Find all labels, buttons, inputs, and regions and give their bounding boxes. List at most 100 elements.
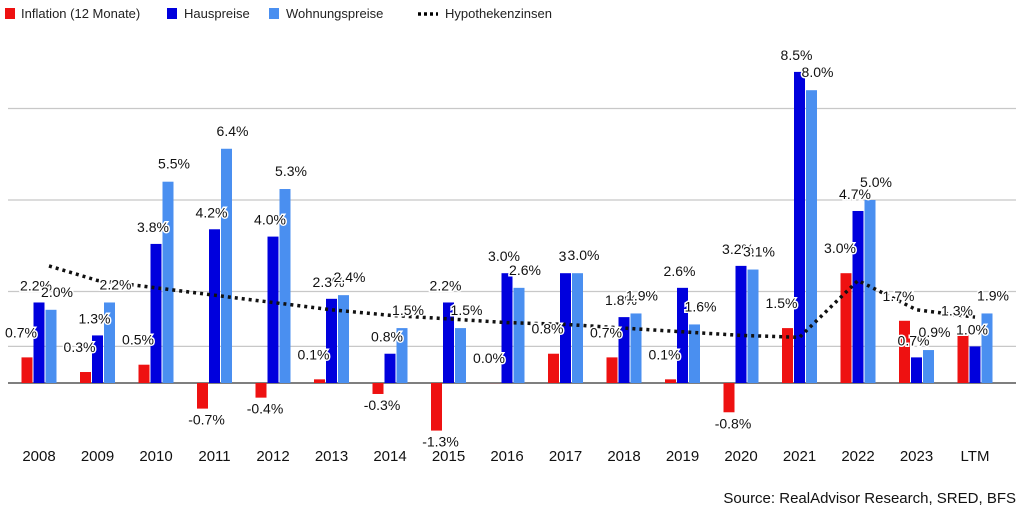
- value-label: 4.7%: [839, 186, 871, 202]
- bar-inflation-12-monate--2017: [548, 353, 559, 383]
- value-label: 0.1%: [298, 346, 330, 362]
- bar-wohnungspreise-2008: [45, 309, 57, 383]
- bar-inflation-12-monate--2010: [138, 364, 150, 383]
- value-label: 4.2%: [196, 204, 228, 220]
- value-label: 3.0%: [488, 248, 520, 264]
- bar-hauspreise-2017: [560, 273, 571, 383]
- bar-inflation-12-monate--2021: [782, 328, 793, 383]
- bar-hauspreise-2009: [92, 335, 103, 383]
- bar-wohnungspreise-2011: [221, 148, 232, 383]
- bar-inflation-12-monate--2013: [314, 379, 325, 383]
- value-label: 1.8%: [605, 292, 637, 308]
- x-tick-label: 2015: [432, 448, 465, 465]
- bar-inflation-12-monate--2009: [80, 372, 91, 383]
- x-tick-label: 2016: [490, 448, 523, 465]
- legend-swatch-wohnungspreise: [269, 8, 279, 19]
- bar-wohnungspreise-2012: [279, 189, 291, 383]
- bar-inflation-12-monate--2011: [197, 383, 208, 409]
- bar-wohnungspreise-2021: [806, 90, 817, 383]
- bar-wohnungspreise-2022: [864, 200, 876, 383]
- x-tick-label: LTM: [961, 448, 990, 465]
- x-tick-label: 2019: [666, 448, 699, 465]
- bar-hauspreise-2018: [618, 317, 630, 383]
- bar-wohnungspreise-2016: [513, 287, 525, 383]
- bar-hauspreise-2012: [267, 236, 279, 383]
- value-label: 4.0%: [254, 212, 286, 228]
- legend-label-wohnungspreise: Wohnungspreise: [286, 6, 383, 21]
- value-label: 2.0%: [41, 284, 73, 300]
- bar-hauspreise-2011: [209, 229, 220, 383]
- value-label: 1.5%: [451, 302, 483, 318]
- x-tick-label: 2009: [81, 448, 114, 465]
- x-tick-label: 2022: [841, 448, 874, 465]
- bar-wohnungspreise-2017: [572, 273, 583, 383]
- bar-wohnungspreise-2009: [104, 302, 115, 383]
- x-tick-label: 2013: [315, 448, 348, 465]
- bar-inflation-12-monate--2018: [606, 357, 618, 383]
- value-label: 0.3%: [64, 339, 96, 355]
- value-label: 3.8%: [137, 219, 169, 235]
- bar-hauspreise-2010: [150, 243, 162, 383]
- bar-wohnungspreise-2015: [455, 328, 466, 383]
- bar-hauspreise-2021: [794, 71, 805, 384]
- value-label: 0.0%: [473, 350, 505, 366]
- bar-wohnungspreise-2014: [396, 328, 408, 383]
- value-label: 0.8%: [532, 321, 564, 337]
- value-label: 0.1%: [649, 346, 681, 362]
- line-layer: [48, 264, 976, 340]
- bar-inflation-12-monate--2014: [372, 383, 384, 394]
- value-label: 1.9%: [977, 287, 1009, 303]
- value-label: 0.7%: [898, 332, 930, 348]
- value-labels: 0.7% 0.3% 0.5% -0.7% -0.4% 0.1% -0.3% -1.3% 0.0%…: [4, 45, 1011, 451]
- bar-hauspreise-2020: [735, 265, 747, 383]
- value-label: 0.7%: [5, 324, 37, 340]
- value-label: 1.9%: [626, 287, 658, 303]
- value-label: 2.2%: [100, 276, 132, 292]
- value-label: 1.7%: [883, 288, 915, 304]
- legend-swatch-inflation: [5, 8, 15, 19]
- line-hypothekenzinsen: [48, 264, 976, 340]
- bar-wohnungspreise-LTM: [981, 313, 993, 383]
- bar-hauspreise-2016: [501, 273, 513, 383]
- bar-inflation-12-monate--2022: [840, 273, 852, 383]
- bar-inflation-12-monate--2015: [431, 383, 442, 431]
- x-tick-label: 2023: [900, 448, 933, 465]
- bar-hauspreise-2022: [852, 210, 864, 383]
- legend-label-hauspreise: Hauspreise: [184, 6, 250, 21]
- x-tick-label: 2008: [22, 448, 55, 465]
- value-label: 2.2%: [20, 277, 52, 293]
- value-label: 0.7%: [590, 324, 622, 340]
- value-label: 5.0%: [860, 174, 892, 190]
- legend-label-inflation: Inflation (12 Monate): [21, 6, 140, 21]
- bar-wohnungspreise-2018: [630, 313, 642, 383]
- bar-inflation-12-monate--2008: [21, 357, 33, 383]
- x-tick-label: 2012: [256, 448, 289, 465]
- x-tick-label: 2011: [198, 448, 230, 465]
- bar-wohnungspreise-2019: [689, 324, 700, 383]
- x-tick-label: 2021: [783, 448, 816, 465]
- bar-hauspreise-2023: [911, 357, 922, 383]
- value-label: -0.3%: [364, 397, 401, 413]
- value-label: 8.5%: [781, 47, 813, 63]
- value-label: -1.3%: [422, 434, 459, 450]
- bar-hauspreise-2013: [326, 298, 337, 383]
- bar-inflation-12-monate--2019: [665, 379, 676, 383]
- value-label: 1.3%: [79, 310, 111, 326]
- bar-hauspreise-2008: [33, 302, 45, 383]
- x-tick-label: 2014: [373, 448, 406, 465]
- legend-swatch-hauspreise: [167, 8, 177, 19]
- value-label: 2.6%: [509, 262, 541, 278]
- bar-inflation-12-monate--2023: [899, 320, 910, 383]
- source-note: Source: RealAdvisor Research, SRED, BFS: [723, 490, 1016, 507]
- bars: [21, 71, 993, 431]
- value-label: 3.2%: [722, 241, 754, 257]
- value-label: -0.7%: [188, 412, 225, 428]
- value-label: 5.5%: [158, 156, 190, 172]
- bar-inflation-12-monate--2020: [723, 383, 735, 413]
- x-axis-ticks: 2008 2009 2010 2011 2012 2013 2014 2015 2016 2017…: [22, 448, 989, 465]
- value-label: 2.6%: [664, 263, 696, 279]
- value-label: 3: [559, 248, 567, 264]
- value-label: 3.0%: [824, 240, 856, 256]
- bar-wohnungspreise-2023: [923, 350, 934, 383]
